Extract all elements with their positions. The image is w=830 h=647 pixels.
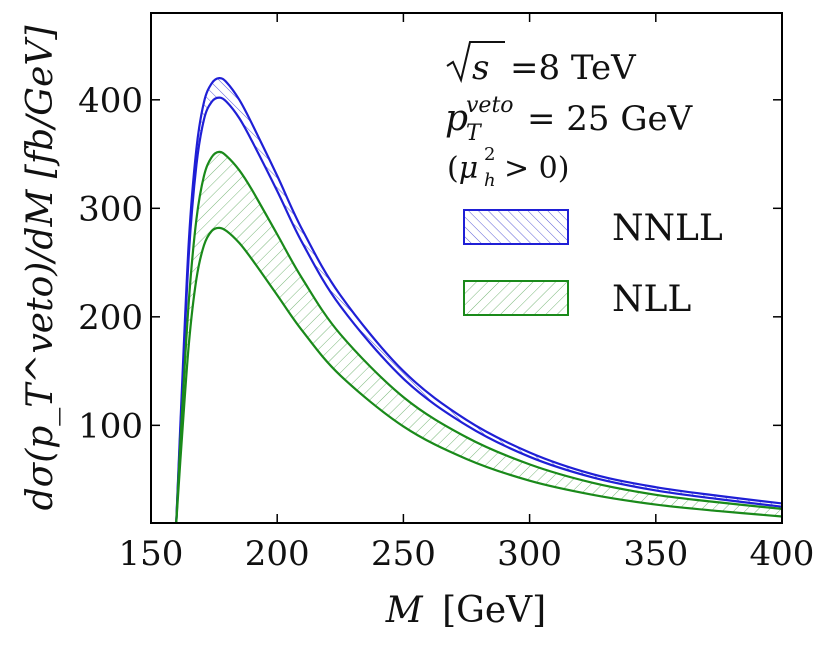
svg-text:=8 TeV: =8 TeV — [510, 48, 637, 88]
svg-text:> 0): > 0) — [504, 151, 569, 186]
x-tick-label: 250 — [371, 534, 436, 574]
legend-label-nll: NLL — [612, 279, 691, 320]
plot-frame — [150, 12, 783, 524]
svg-text:h: h — [484, 170, 496, 191]
x-axis-label: M [GeV] — [385, 590, 546, 631]
svg-text:s: s — [472, 48, 489, 88]
legend-swatch-nnll — [463, 209, 569, 245]
x-tick-label: 300 — [497, 534, 562, 574]
svg-text:= 25 GeV: = 25 GeV — [527, 99, 694, 139]
legend: NNLL NLL — [463, 208, 723, 320]
line-nll-upper — [175, 150, 782, 523]
svg-text:p: p — [445, 98, 468, 139]
svg-text:2: 2 — [484, 144, 495, 165]
legend-label-nnll: NNLL — [612, 208, 723, 249]
annotation-mu-condition: (μ 2 h > 0) — [447, 144, 569, 191]
x-tick-label: 200 — [245, 534, 310, 574]
y-tick-label: 300 — [78, 189, 143, 229]
legend-swatch-nll — [463, 280, 569, 316]
y-axis-label: dσ(p_T^veto)/dM [fb/GeV] — [20, 25, 61, 511]
svg-text:T: T — [466, 121, 483, 146]
y-tick-label: 100 — [78, 406, 143, 446]
x-tick-label: 150 — [119, 534, 184, 574]
svg-text:(μ: (μ — [447, 151, 478, 186]
line-nll-lower — [175, 226, 782, 523]
line-nnll-upper — [175, 76, 782, 523]
annotation-sqrt-s: s =8 TeV — [446, 41, 637, 88]
svg-text:veto: veto — [466, 93, 514, 118]
band-nll — [176, 151, 782, 523]
y-tick-label: 200 — [78, 298, 143, 338]
x-tick-label: 350 — [623, 534, 688, 574]
line-nnll-lower — [175, 96, 782, 523]
y-tick-label: 400 — [78, 81, 143, 121]
x-tick-label: 400 — [750, 534, 815, 574]
annotation-ptveto: p veto T = 25 GeV — [445, 93, 694, 146]
